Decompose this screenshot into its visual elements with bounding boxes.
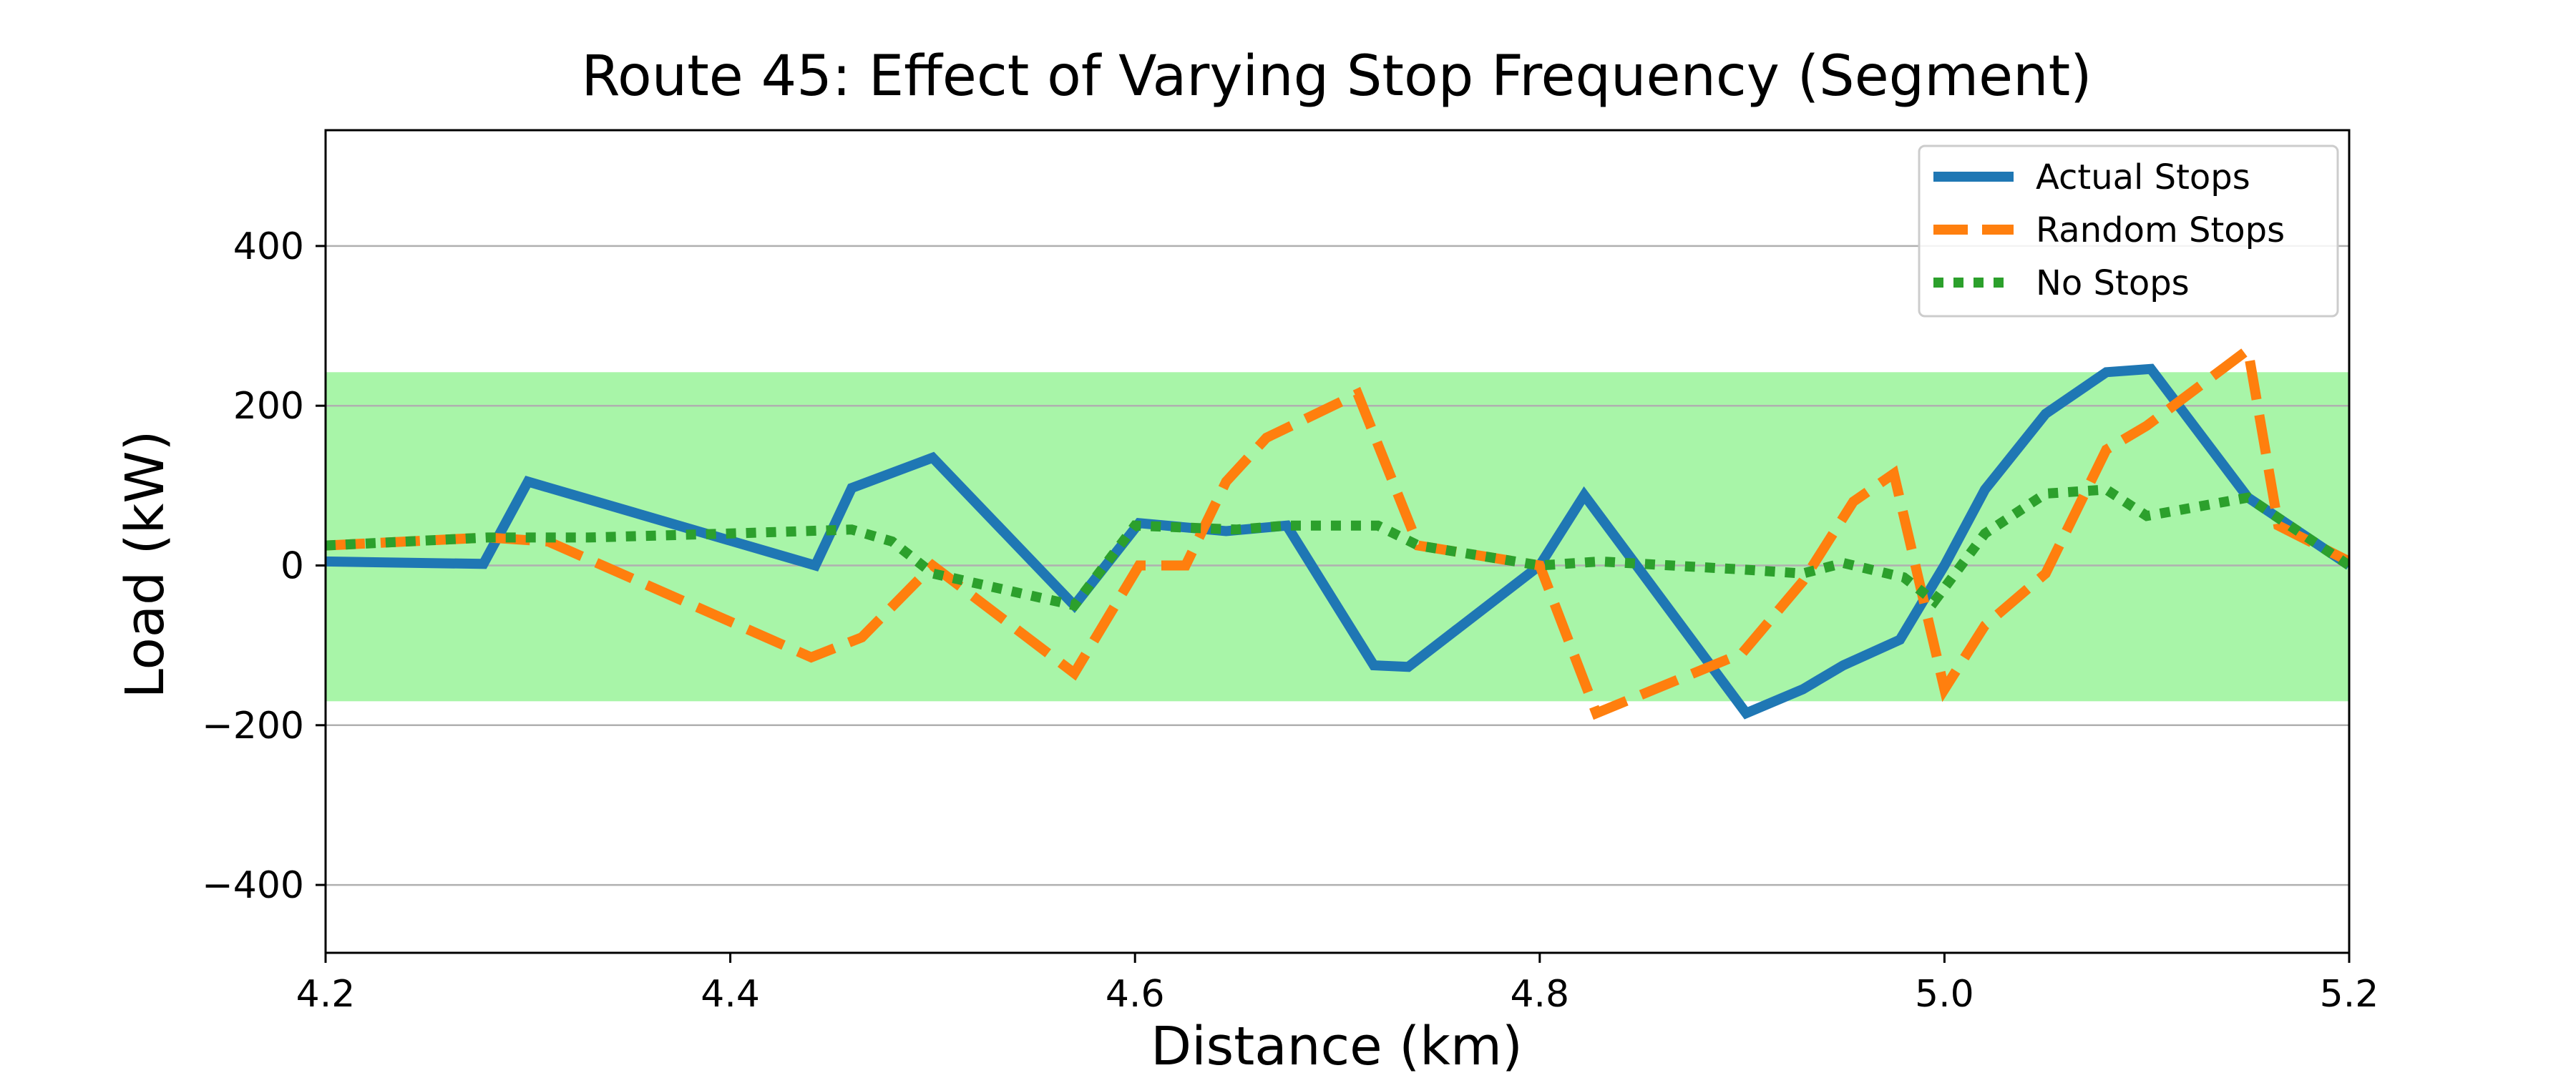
x-tick-label: 4.8 [1510,973,1569,1016]
y-tick-label: −400 [202,864,304,907]
y-tick-label: 200 [233,385,304,428]
plot-frame [324,129,2351,954]
y-tick-label: 400 [233,225,304,268]
legend-box [1918,144,2339,318]
x-tick-label: 4.4 [701,973,760,1016]
chart-title: Route 45: Effect of Varying Stop Frequen… [581,44,2092,109]
x-tick-label: 4.6 [1106,973,1165,1016]
series-line-no-stops [326,484,2349,612]
plot-area: −400 −200 0 200 400 4.2 4.4 4.6 4.8 5.0 5.2 [202,129,2379,1016]
y-tick-label: 0 [280,544,304,587]
x-axis-label: Distance (km) [1151,1016,1523,1073]
legend-label: Actual Stops [2036,157,2250,197]
x-tick-label: 4.2 [296,973,356,1016]
y-axis-label: Load (kW) [114,431,176,699]
x-tick-label: 5.2 [2320,973,2379,1016]
x-tick-label: 5.0 [1915,973,1974,1016]
y-tick-label: −200 [202,705,304,748]
shaded-band [326,372,2349,702]
legend-label: Random Stops [2036,210,2285,250]
legend: Actual Stops Random Stops No Stops [1918,144,2339,318]
legend-label: No Stops [2036,263,2190,303]
series-line-random-stops [326,340,2349,720]
